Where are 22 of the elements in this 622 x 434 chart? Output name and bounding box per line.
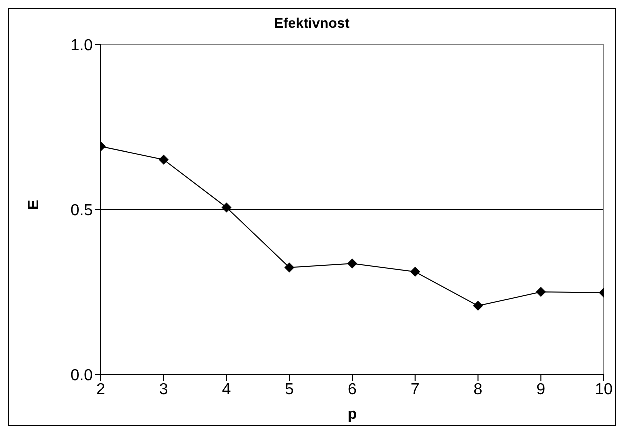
- chart-title: Efektivnost: [273, 15, 351, 31]
- x-tick-label: 6: [348, 381, 358, 398]
- point: [536, 287, 546, 298]
- x-axis-title: p: [348, 406, 358, 423]
- point: [284, 262, 295, 273]
- point: [222, 202, 232, 213]
- point: [158, 154, 169, 165]
- y-axis-title: E: [25, 200, 42, 210]
- x-tick-label: 2: [96, 381, 106, 398]
- point: [410, 267, 420, 278]
- x-tick-label: 5: [285, 381, 294, 398]
- x-tick-label: 7: [410, 381, 420, 398]
- x-tick-label: 10: [595, 381, 613, 398]
- point: [473, 301, 484, 312]
- point: [348, 258, 358, 269]
- y-tick-label: 1.0: [70, 38, 94, 55]
- x-tick-label: 8: [474, 381, 483, 398]
- y-tick-label: 0.0: [70, 368, 94, 385]
- x-tick-label: 4: [222, 381, 232, 398]
- y-tick-label: 0.5: [70, 202, 94, 220]
- x-tick-label: 9: [536, 381, 546, 398]
- x-tick-label: 3: [159, 381, 168, 398]
